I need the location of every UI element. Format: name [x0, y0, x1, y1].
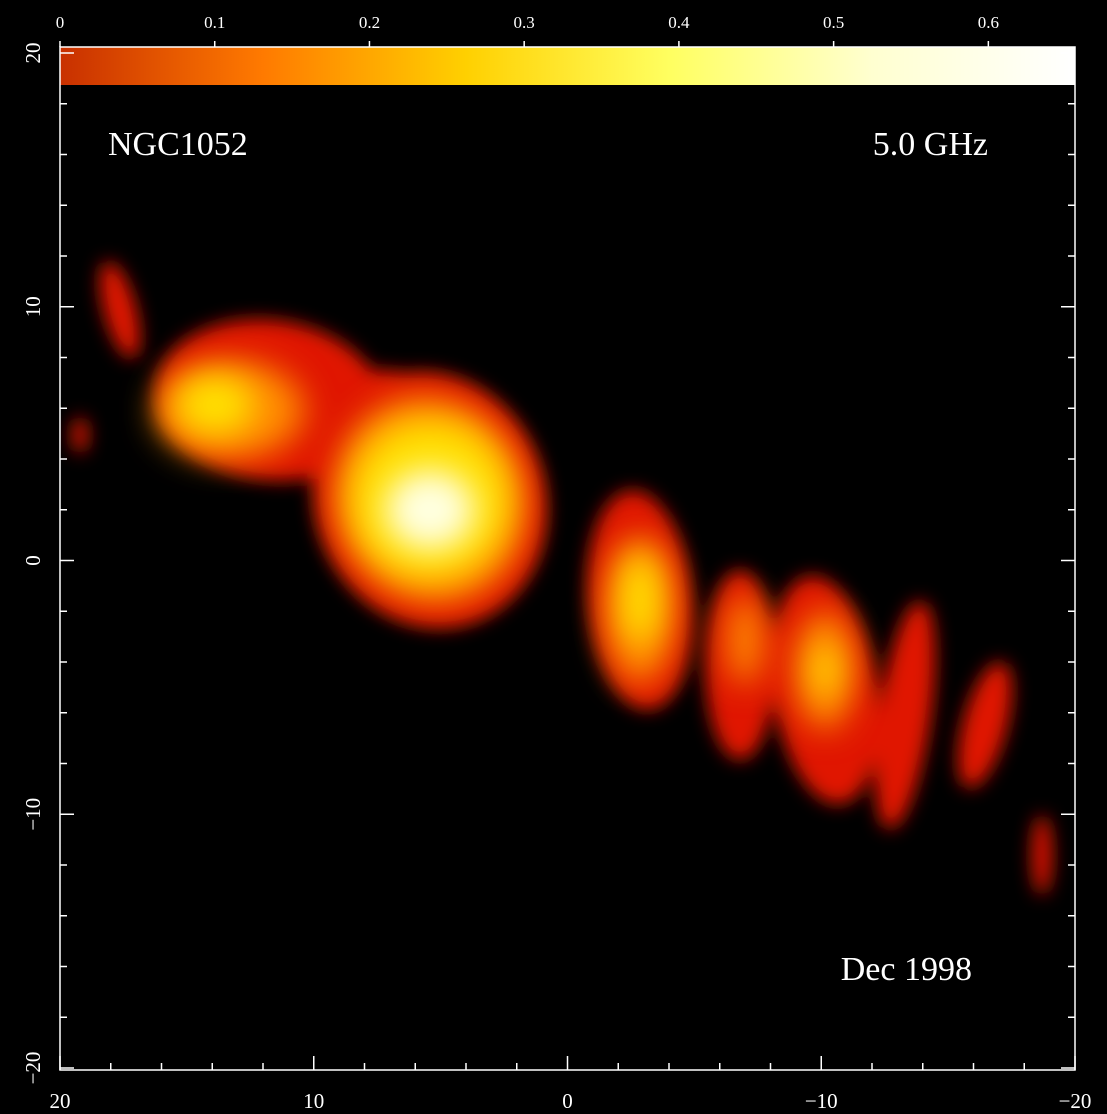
- colorbar: [60, 47, 1075, 85]
- frequency: 5.0 GHz: [873, 126, 988, 163]
- colorbar-tick-label: 0.6: [978, 13, 999, 32]
- y-tick-label: −20: [21, 1052, 45, 1085]
- colorbar-tick-label: 0.4: [668, 13, 690, 32]
- source-name: NGC1052: [108, 126, 248, 163]
- x-tick-label: 20: [50, 1089, 71, 1113]
- y-tick-label: −10: [21, 798, 45, 831]
- colorbar-tick-label: 0.5: [823, 13, 844, 32]
- x-tick-label: 10: [303, 1089, 324, 1113]
- y-tick-label: 10: [21, 296, 45, 317]
- colorbar-tick-label: 0: [56, 13, 65, 32]
- colorbar-tick-label: 0.2: [359, 13, 380, 32]
- radio-map: [72, 261, 1052, 895]
- colorbar-tick-label: 0.3: [514, 13, 535, 32]
- y-tick-label: 0: [21, 555, 45, 566]
- colorbar-tick-label: 0.1: [204, 13, 225, 32]
- y-tick-label: 20: [21, 43, 45, 64]
- x-tick-label: 0: [562, 1089, 573, 1113]
- epoch: Dec 1998: [841, 951, 972, 988]
- x-tick-label: −20: [1059, 1089, 1092, 1113]
- x-tick-label: −10: [805, 1089, 838, 1113]
